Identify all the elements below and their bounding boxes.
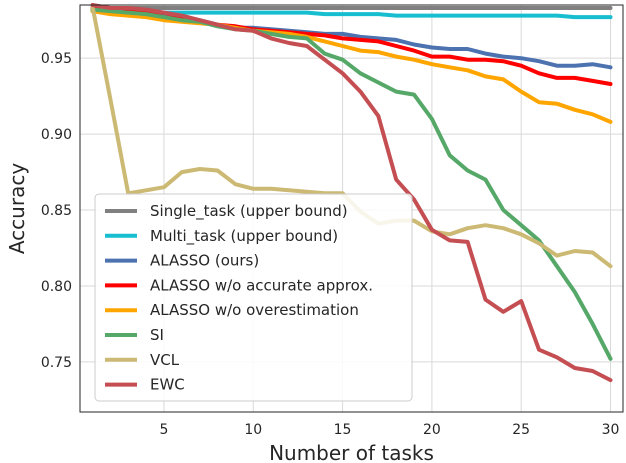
x-axis-label: Number of tasks	[269, 441, 434, 463]
x-tick-label: 15	[334, 422, 352, 438]
legend-entry: VCL	[150, 351, 180, 369]
legend: Single_task (upper bound) Multi_task (upp…	[94, 193, 413, 402]
x-tick-label: 10	[244, 422, 262, 438]
x-tick-labels: 5 10 15 20 25 30	[159, 422, 619, 438]
x-tick-label: 5	[159, 422, 168, 438]
y-tick-labels: 0.75 0.80 0.85 0.90 0.95	[41, 51, 72, 371]
y-tick-label: 0.90	[41, 127, 72, 143]
y-tick-label: 0.75	[41, 355, 72, 371]
plot-frame	[79, 4, 624, 413]
legend-entry: Multi_task (upper bound)	[150, 227, 338, 246]
legend-entry: Single_task (upper bound)	[150, 202, 348, 221]
y-tick-label: 0.80	[41, 279, 72, 295]
y-tick-label: 0.85	[41, 203, 72, 219]
x-tick-label: 20	[423, 422, 441, 438]
y-tick-label: 0.95	[41, 51, 72, 67]
legend-entry: ALASSO w/o accurate approx.	[150, 276, 373, 294]
x-tick-label: 30	[602, 422, 620, 438]
series-line-multi-task-upper-bound	[90, 9, 613, 20]
y-axis-label: Accuracy	[5, 163, 29, 254]
legend-box	[94, 193, 413, 402]
legend-entry: SI	[150, 326, 164, 344]
legend-entry: ALASSO (ours)	[150, 252, 259, 270]
legend-entry: EWC	[150, 376, 185, 394]
series-line-si	[90, 7, 613, 361]
legend-entry: ALASSO w/o overestimation	[150, 301, 359, 319]
series-line-ewc	[90, 3, 613, 383]
x-tick-label: 25	[512, 422, 530, 438]
